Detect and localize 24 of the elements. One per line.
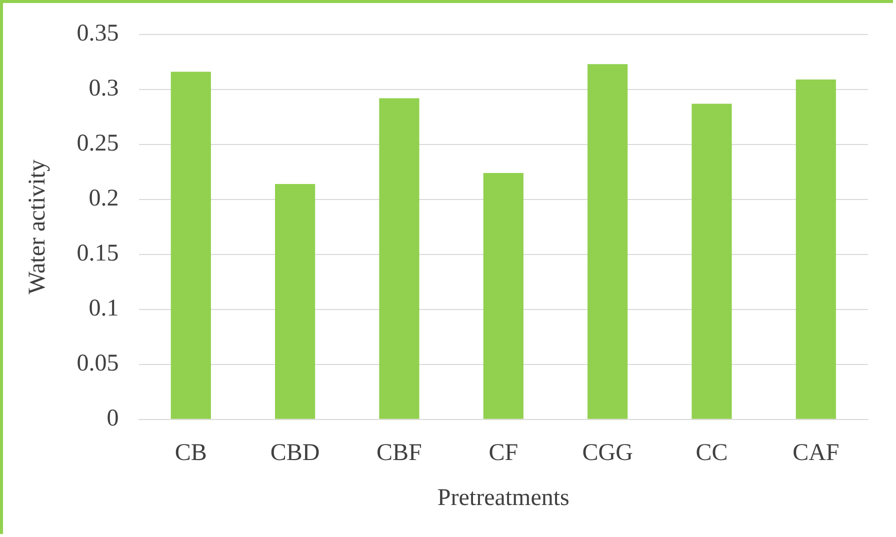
y-axis-title: Water activity (24, 160, 51, 294)
x-axis-title: Pretreatments (437, 484, 570, 511)
bar (483, 173, 524, 419)
y-tick-label: 0.2 (88, 186, 119, 212)
y-tick-label: 0.15 (76, 240, 119, 267)
bar (796, 80, 836, 419)
x-tick-label: CF (488, 440, 518, 466)
x-tick-label: CGG (582, 440, 633, 466)
bar (588, 64, 628, 419)
x-tick-label: CBF (376, 440, 422, 466)
bar (379, 98, 420, 419)
x-tick-label: CB (174, 440, 207, 466)
x-tick-label: CC (696, 440, 728, 466)
x-tick-label: CAF (792, 440, 840, 466)
x-tick-label: CBD (270, 440, 320, 466)
y-tick-label: 0 (106, 406, 119, 432)
y-tick-label: 0.1 (88, 296, 119, 322)
y-tick-label: 0.25 (76, 130, 119, 157)
bar (170, 72, 211, 419)
y-tick-label: 0.3 (88, 76, 119, 102)
y-tick-label: 0.05 (76, 350, 119, 377)
bar (692, 104, 732, 419)
bar (275, 184, 316, 419)
y-tick-label: 0.35 (76, 20, 119, 47)
